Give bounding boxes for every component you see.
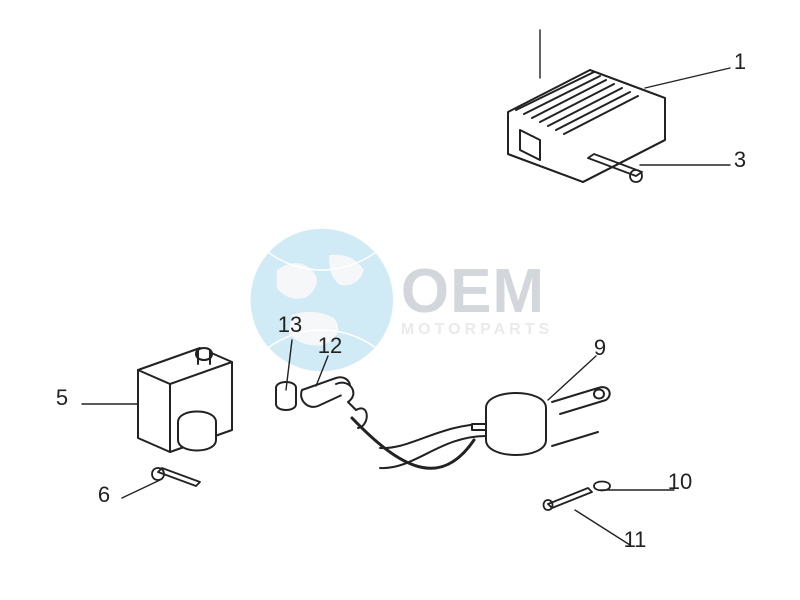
- part-coil-hardware: [544, 482, 611, 511]
- callout-9: 9: [594, 335, 606, 361]
- part-plug-cap: [301, 377, 474, 468]
- callout-11: 11: [624, 527, 647, 553]
- callout-12: 12: [318, 333, 342, 359]
- diagram-svg: [0, 0, 800, 600]
- callout-3: 3: [734, 147, 746, 173]
- leader-line: [575, 510, 630, 545]
- callout-13: 13: [278, 312, 302, 338]
- leader-line: [122, 480, 160, 498]
- callout-1: 1: [734, 49, 746, 75]
- part-cdi-box: [138, 348, 232, 452]
- callout-10: 10: [668, 469, 692, 495]
- part-cdi-bolt: [152, 468, 200, 486]
- callout-6: 6: [98, 482, 110, 508]
- callout-5: 5: [56, 385, 68, 411]
- part-ignition-coil: [380, 387, 610, 468]
- leader-line: [645, 68, 730, 88]
